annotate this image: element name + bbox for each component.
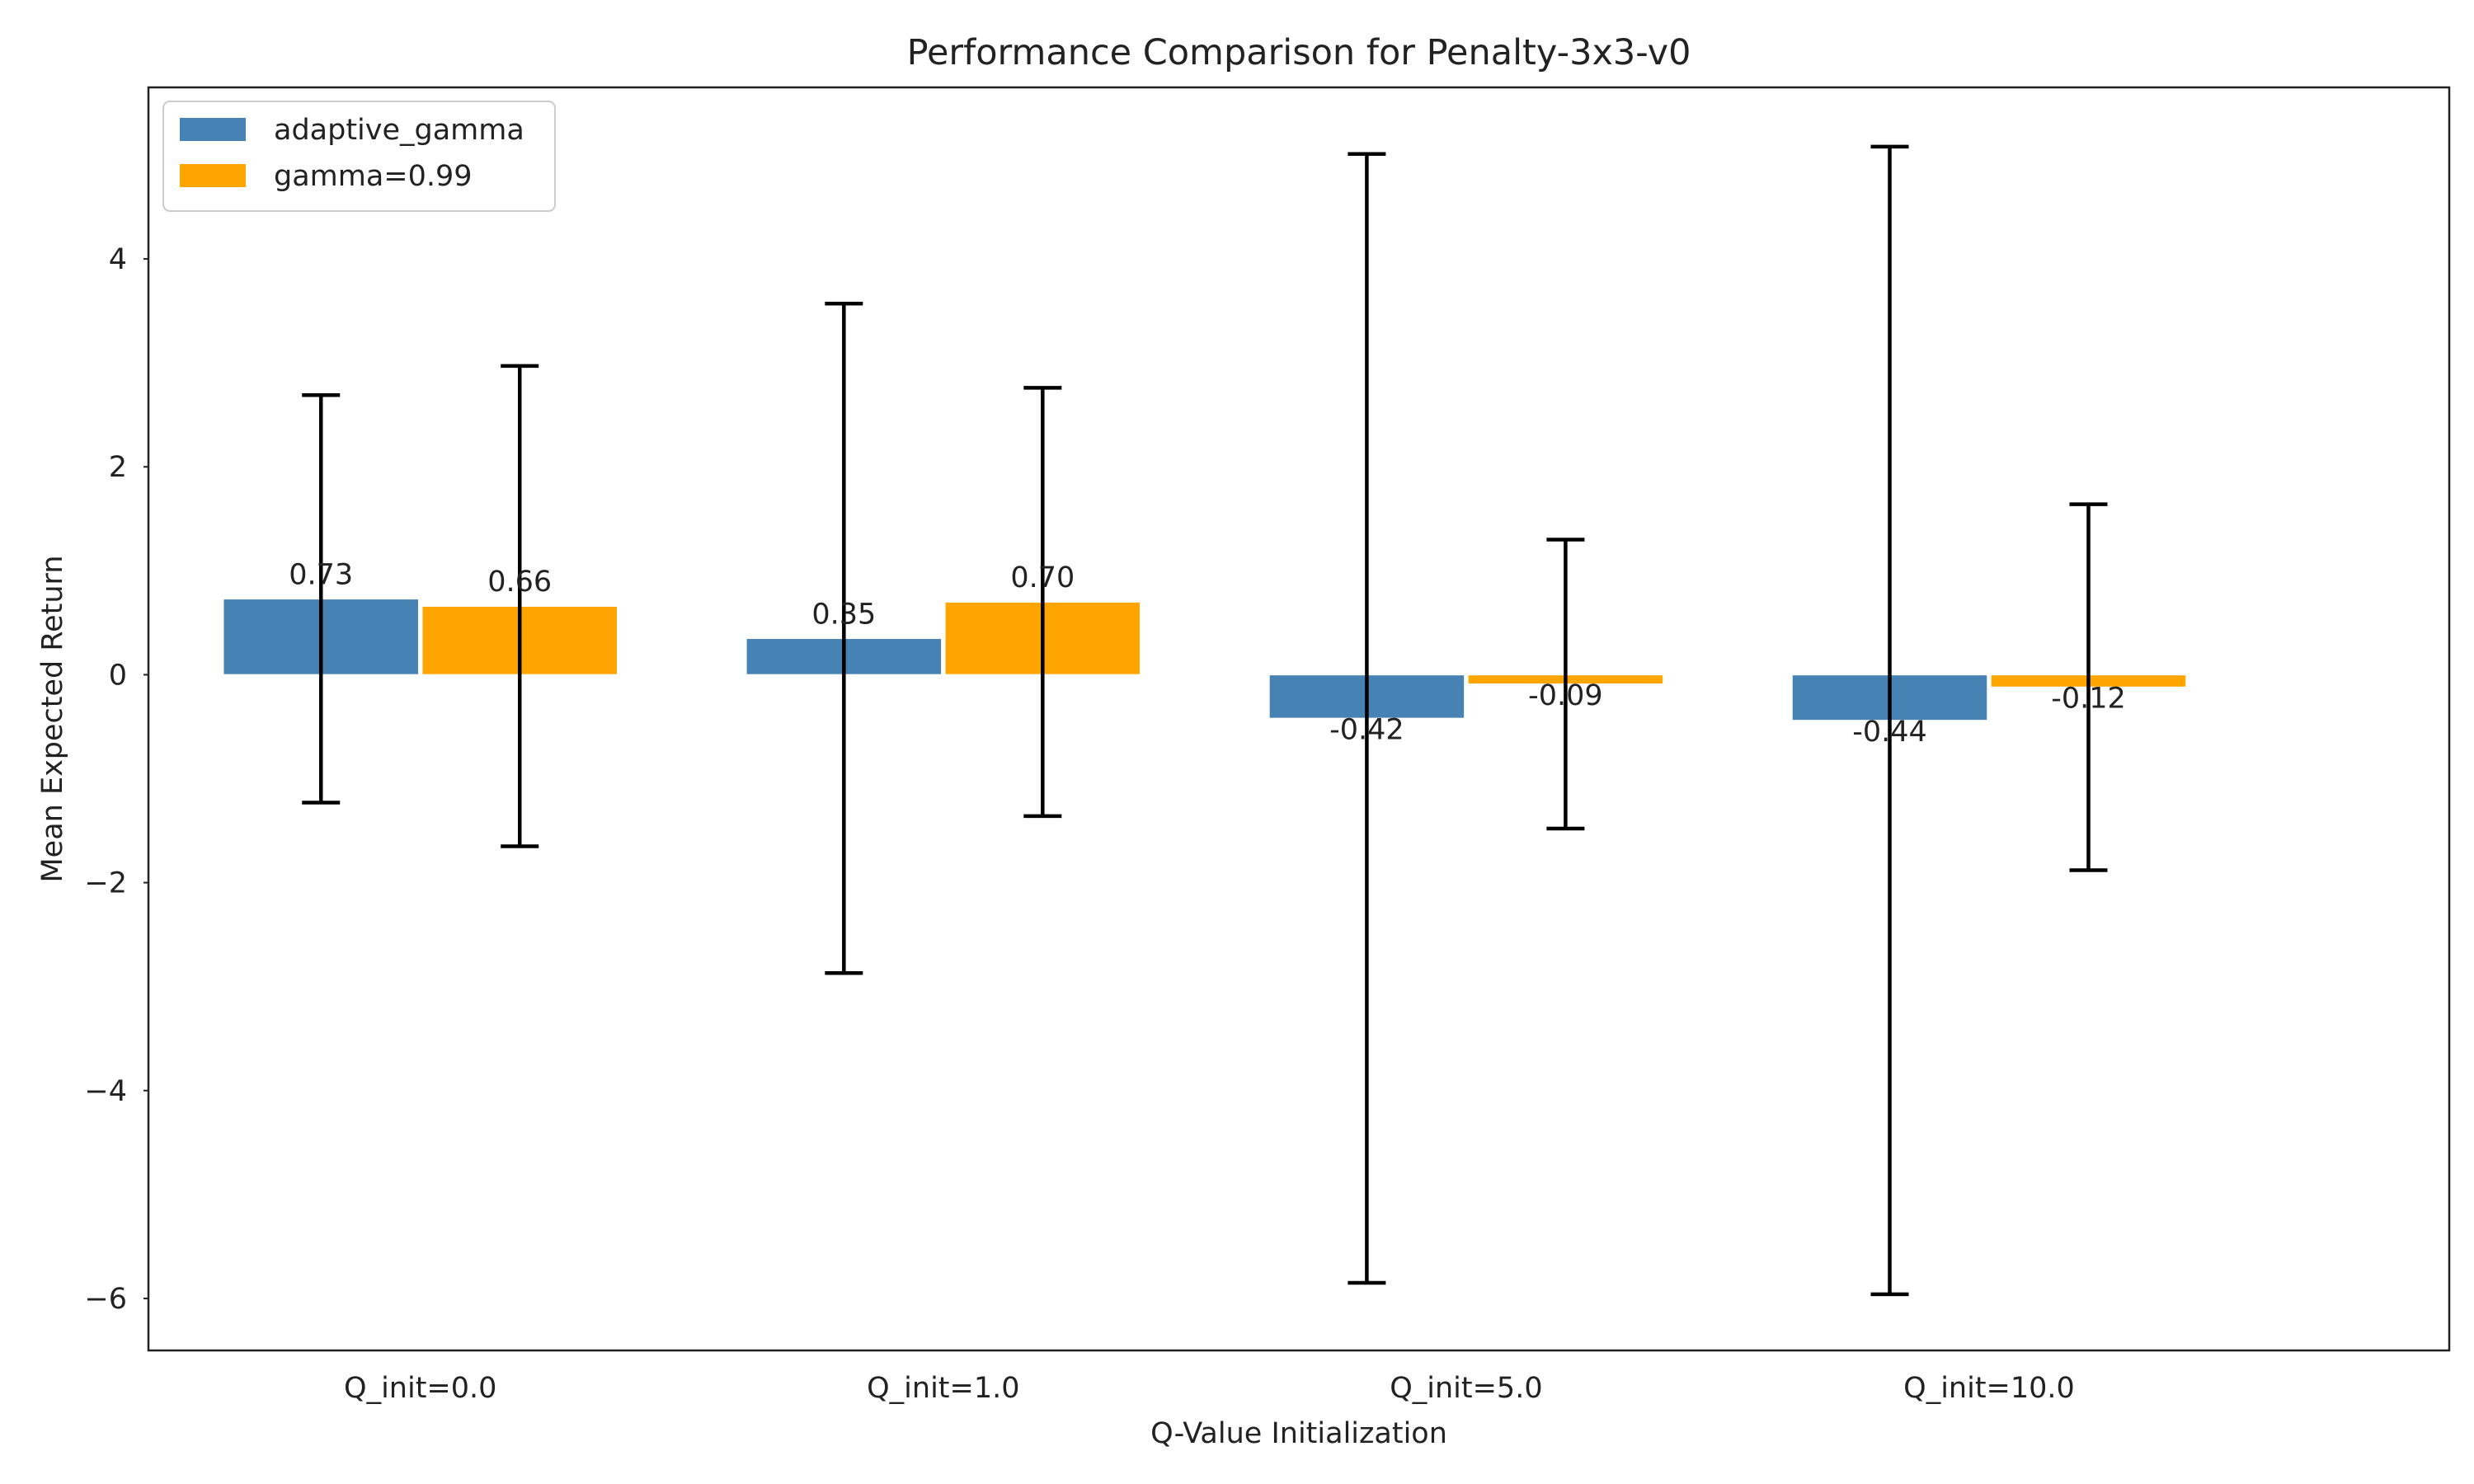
legend-label-adaptive_gamma: adaptive_gamma [274, 114, 524, 147]
x-tick-label: Q_init=5.0 [1390, 1372, 1542, 1405]
x-tick-label: Q_init=1.0 [867, 1372, 1019, 1405]
data-label-gamma=0.99-Q_init=10.0: -0.12 [2051, 683, 2126, 716]
plot-frame [147, 86, 2451, 1352]
legend-swatch-adaptive_gamma [180, 118, 246, 141]
legend-swatch-gamma=0.99 [180, 164, 246, 187]
data-label-adaptive_gamma-Q_init=0.0: 0.73 [289, 558, 353, 591]
chart-title: Performance Comparison for Penalty-3x3-v… [907, 32, 1691, 73]
y-axis-ticks: −6 −4 −2 0 2 4 [84, 243, 148, 1316]
x-tick-label: Q_init=10.0 [1903, 1372, 2075, 1405]
x-tick-label: Q_init=0.0 [344, 1372, 496, 1405]
y-tick-label: −2 [84, 867, 127, 900]
legend-box [162, 101, 556, 212]
x-axis-label: Q-Value Initialization [1150, 1417, 1447, 1450]
data-label-adaptive_gamma-Q_init=10.0: -0.44 [1852, 716, 1927, 749]
y-axis-label: Mean Expected Return [36, 555, 69, 882]
data-label-adaptive_gamma-Q_init=1.0: 0.35 [811, 598, 876, 631]
y-tick-label: 4 [109, 243, 127, 276]
y-tick-label: 2 [109, 451, 127, 484]
data-label-adaptive_gamma-Q_init=5.0: -0.42 [1329, 713, 1404, 746]
legend-label-gamma=0.99: gamma=0.99 [274, 160, 473, 193]
legend: adaptive_gamma gamma=0.99 [162, 101, 556, 212]
y-tick-label: −4 [84, 1075, 127, 1108]
y-tick-label: 0 [109, 659, 127, 692]
bars-layer [222, 598, 2187, 721]
data-label-gamma=0.99-Q_init=5.0: -0.09 [1528, 679, 1603, 712]
x-axis-ticks: Q_init=0.0 Q_init=1.0 Q_init=5.0 Q_init=10.… [344, 1372, 2075, 1405]
data-label-gamma=0.99-Q_init=1.0: 0.70 [1010, 561, 1075, 594]
data-label-gamma=0.99-Q_init=0.0: 0.66 [487, 566, 552, 599]
errorbars-layer [302, 144, 2108, 1297]
y-tick-label: −6 [84, 1283, 127, 1316]
labels-layer: 0.73 0.35 -0.42 -0.44 0.66 0.70 -0.09 -0.12 [289, 558, 2126, 749]
